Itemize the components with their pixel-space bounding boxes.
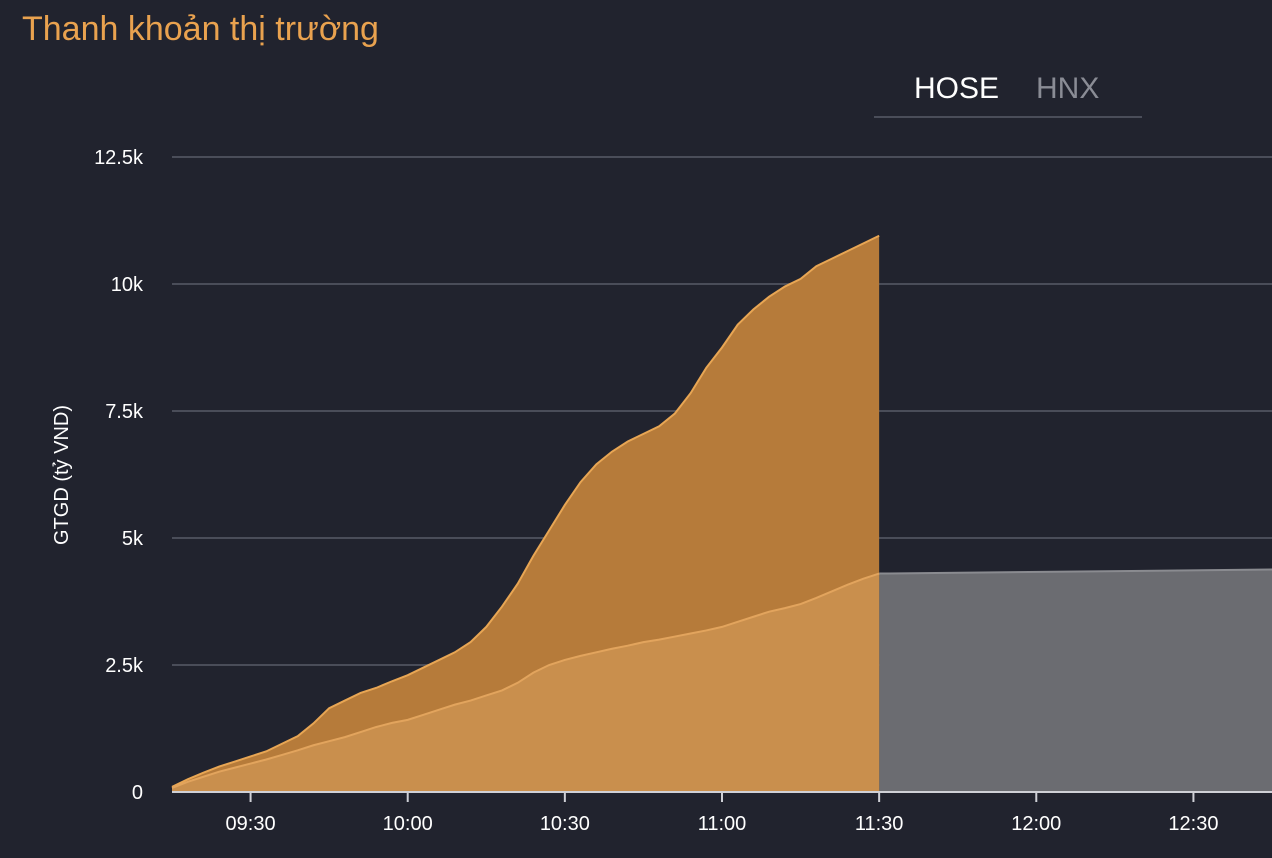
x-tick-label: 12:30 xyxy=(1168,813,1218,835)
tab-hnx[interactable]: HNX xyxy=(1036,72,1100,105)
y-tick-label: 0 xyxy=(132,782,143,804)
projection-line xyxy=(879,568,1272,575)
y-tick-label: 2.5k xyxy=(105,655,144,677)
x-tick-label: 11:00 xyxy=(698,813,747,835)
x-tick-label: 09:30 xyxy=(226,813,276,835)
x-tick-label: 10:30 xyxy=(540,813,590,835)
page-title: Thanh khoản thị trường xyxy=(22,10,379,48)
y-tick-label: 12.5k xyxy=(94,147,144,169)
chart-axes: 0 2.5k 5k 7.5k 10k 12.5k 09:30 10:00 10:30 11:00 1… xyxy=(94,147,1272,835)
x-tick-label: 11:30 xyxy=(855,813,904,835)
previous-session-line xyxy=(171,572,880,789)
tab-hose[interactable]: HOSE xyxy=(914,72,1000,105)
projection-area xyxy=(879,569,1272,792)
x-tick-label: 12:00 xyxy=(1011,813,1061,835)
y-tick-label: 7.5k xyxy=(105,401,144,423)
chart-areas xyxy=(171,234,1272,793)
y-tick-label: 5k xyxy=(122,528,144,550)
current-session-line xyxy=(171,234,880,788)
y-tick-label: 10k xyxy=(111,274,144,296)
y-axis-label: GTGD (tỷ VND) xyxy=(51,405,73,545)
previous-session-area xyxy=(172,573,880,792)
x-tick-label: 10:00 xyxy=(383,813,433,835)
exchange-tabs: HOSE HNX xyxy=(874,68,1142,118)
